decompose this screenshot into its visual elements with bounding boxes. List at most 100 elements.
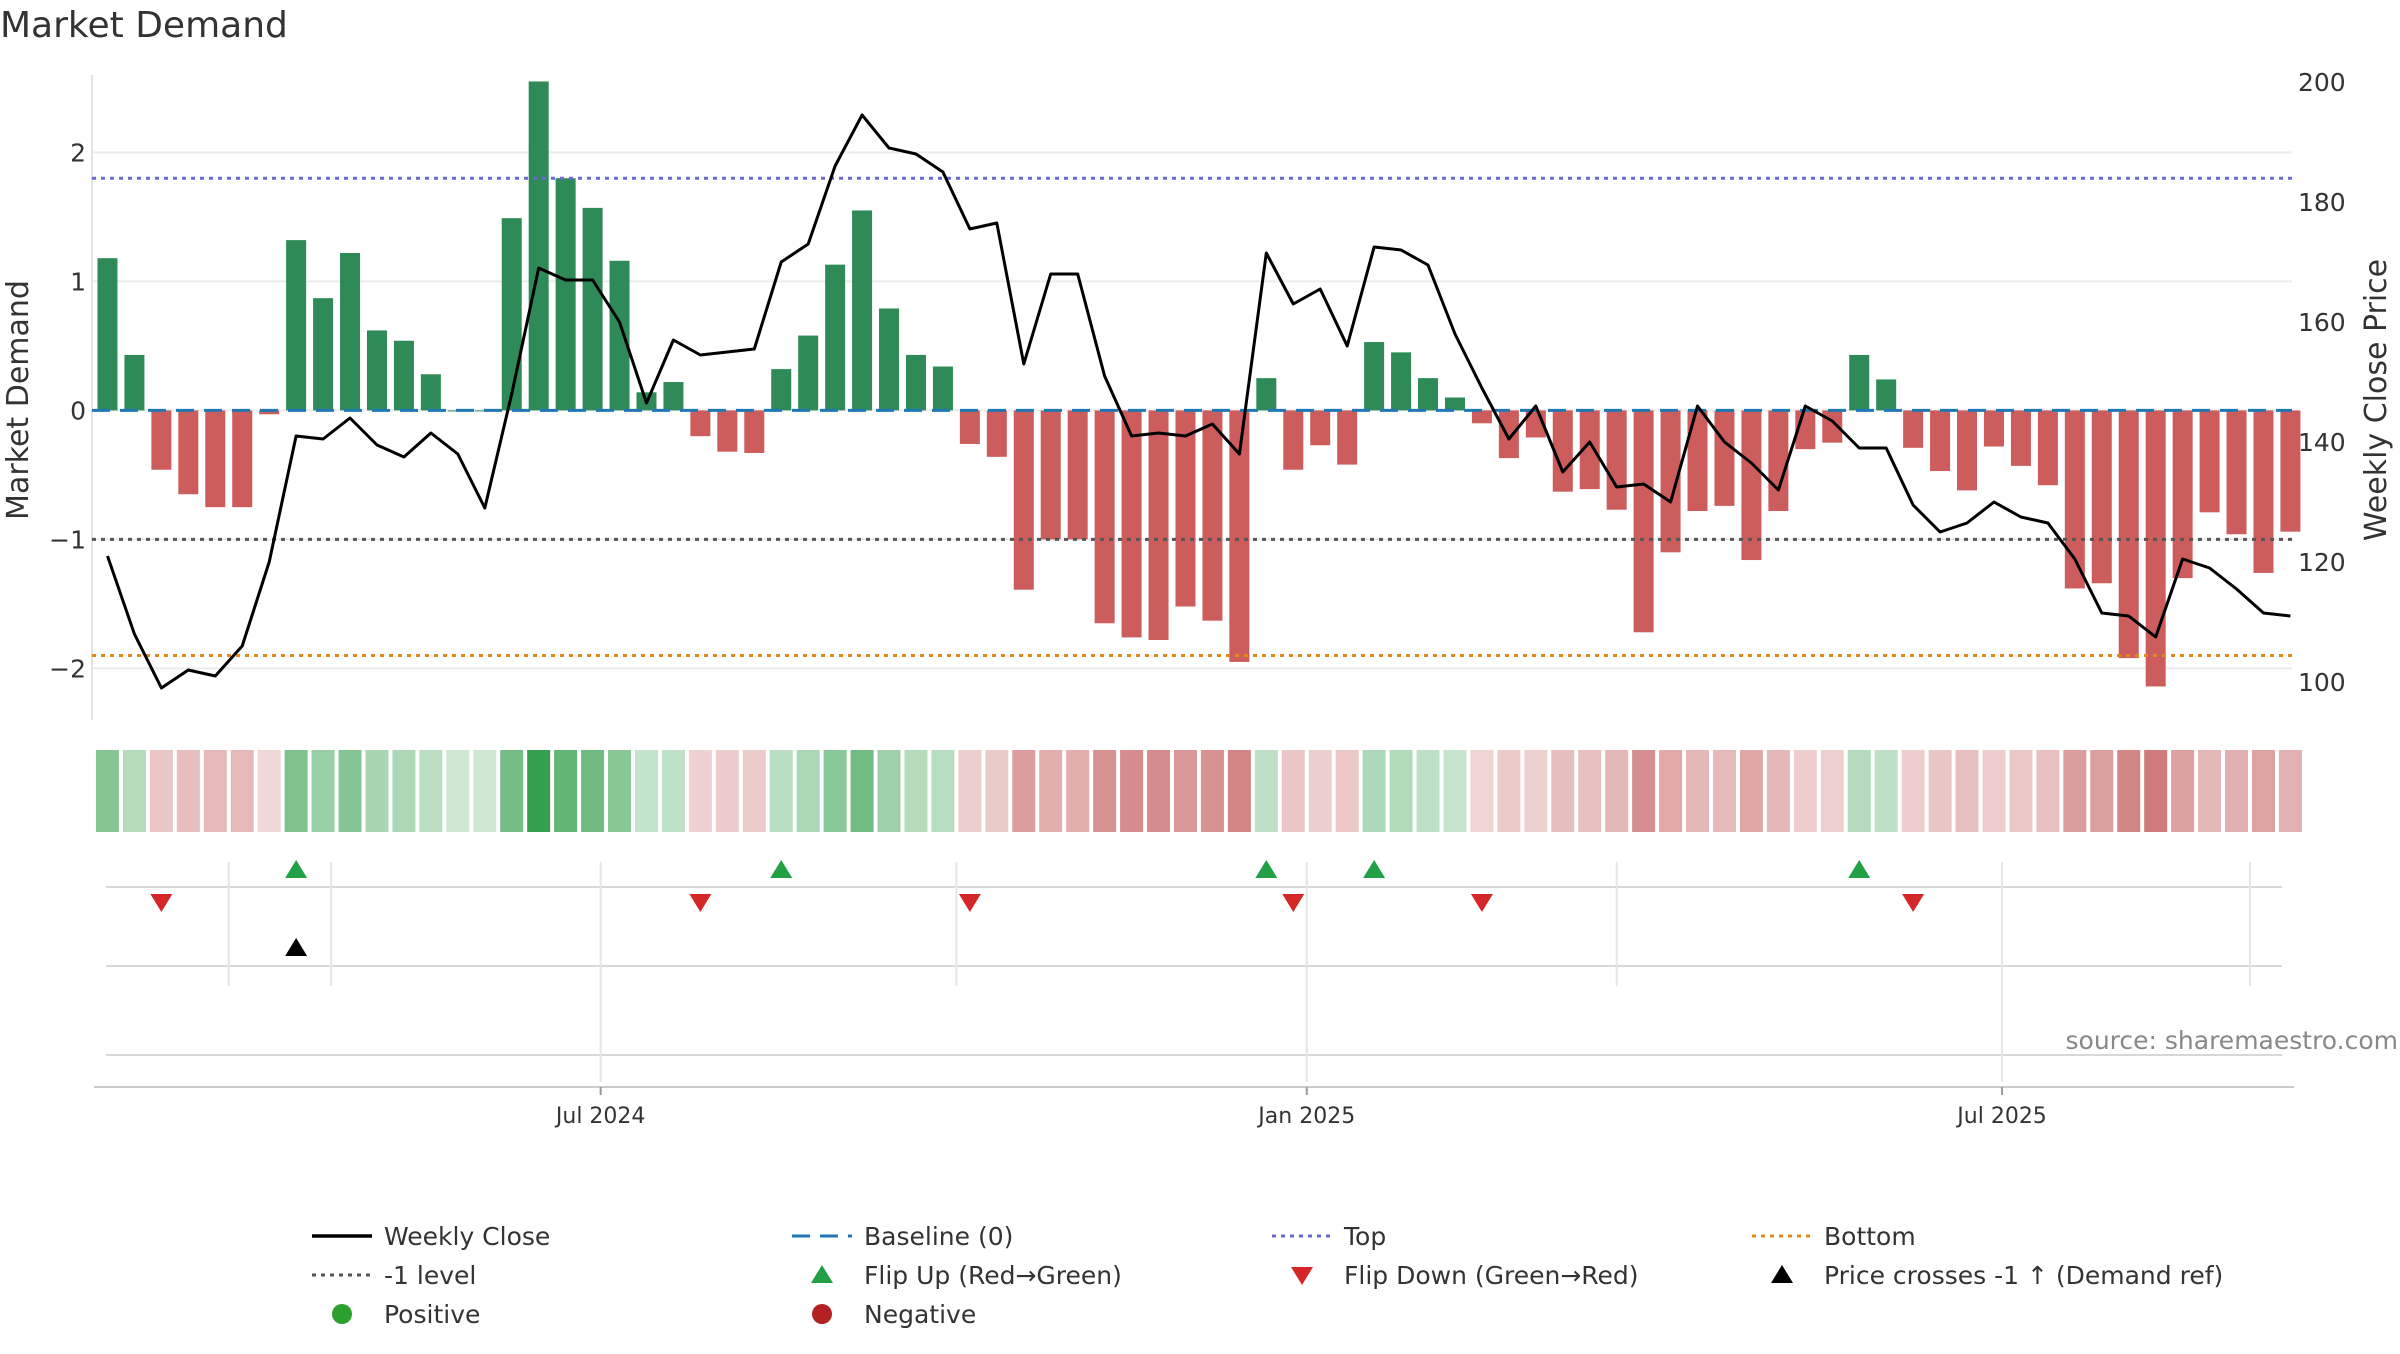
y-axis-label: Market Demand xyxy=(1,280,36,520)
heat-cell xyxy=(1686,750,1710,832)
heat-cell xyxy=(1443,750,1467,832)
x-tick-label: Jan 2025 xyxy=(1256,1104,1355,1129)
heat-cell xyxy=(1847,750,1871,832)
heat-cell xyxy=(365,750,389,832)
legend-item: Bottom xyxy=(1752,1222,1916,1251)
y2-tick-label: 180 xyxy=(2298,188,2346,217)
heat-cell xyxy=(1173,750,1197,832)
demand-bar xyxy=(1229,410,1250,662)
heat-cell xyxy=(1928,750,1952,832)
demand-bar xyxy=(744,410,765,453)
heat-cell xyxy=(257,750,281,832)
heat-cell xyxy=(877,750,901,832)
legend-item: Price crosses -1 ↑ (Demand ref) xyxy=(1771,1261,2223,1290)
heat-cell xyxy=(958,750,982,832)
flip-up-marker xyxy=(770,860,793,878)
heat-cell xyxy=(1416,750,1440,832)
demand-bar xyxy=(528,81,549,411)
heat-cell xyxy=(500,750,524,832)
y2-tick-label: 160 xyxy=(2298,308,2346,337)
heat-cell xyxy=(1901,750,1925,832)
weekly-close-series xyxy=(106,113,2291,690)
demand-bar xyxy=(97,258,118,411)
demand-bar xyxy=(2280,410,2301,532)
flip-down-marker xyxy=(958,894,981,912)
heat-cell xyxy=(904,750,928,832)
demand-bar xyxy=(420,374,441,411)
y2-tick-label: 100 xyxy=(2298,668,2346,697)
heat-cell xyxy=(2063,750,2087,832)
demand-bar xyxy=(1067,410,1088,540)
source-note: source: sharemaestro.com xyxy=(2066,1026,2399,1055)
demand-bar xyxy=(986,410,1007,457)
heat-cell xyxy=(715,750,739,832)
demand-bar xyxy=(1579,410,1600,490)
heat-cell xyxy=(284,750,308,832)
legend: Weekly Close Baseline (0) Top Bottom -1 leve… xyxy=(312,1222,2223,1329)
heat-cell xyxy=(2225,750,2249,832)
legend-label: Bottom xyxy=(1824,1222,1916,1251)
demand-bar xyxy=(852,210,873,411)
y2-tick-label: 140 xyxy=(2298,428,2346,457)
heat-cell xyxy=(122,750,146,832)
demand-bar xyxy=(905,354,926,411)
demand-bar xyxy=(1606,410,1627,510)
demand-bar xyxy=(1444,397,1465,411)
axes: −2 −1 0 1 2 100 120 140 160 180 200 xyxy=(49,68,2346,697)
legend-item: Flip Up (Red→Green) xyxy=(811,1261,1122,1290)
heat-cell xyxy=(176,750,200,832)
heat-cell xyxy=(2198,750,2222,832)
demand-bar xyxy=(2253,410,2274,573)
heat-cell xyxy=(688,750,712,832)
demand-bar xyxy=(2172,410,2193,579)
heat-cell xyxy=(2171,750,2195,832)
flip-down-marker xyxy=(1902,894,1925,912)
demand-bar xyxy=(1256,378,1277,411)
demand-bar xyxy=(1148,410,1169,641)
heat-cell xyxy=(823,750,847,832)
heat-cell xyxy=(1254,750,1278,832)
demand-bar xyxy=(1714,410,1735,506)
heat-cell xyxy=(2278,750,2302,832)
price-cross-marker xyxy=(285,938,308,956)
demand-bar xyxy=(1202,410,1223,621)
heat-cell xyxy=(1739,750,1763,832)
demand-bar xyxy=(959,410,980,444)
demand-bar xyxy=(582,207,603,411)
legend-item: Top xyxy=(1272,1222,1386,1251)
demand-bar xyxy=(1768,410,1789,512)
demand-bar xyxy=(1391,352,1412,411)
demand-bar xyxy=(798,335,819,411)
demand-bar xyxy=(1660,410,1681,553)
demand-bar xyxy=(1957,410,1978,491)
legend-label: Weekly Close xyxy=(384,1222,550,1251)
y-tick-label: 2 xyxy=(70,138,86,167)
demand-bar xyxy=(366,330,387,411)
demand-heat-strip xyxy=(95,750,2302,832)
demand-bar xyxy=(2226,410,2247,535)
heat-cell xyxy=(1389,750,1413,832)
demand-bar xyxy=(2118,410,2139,659)
heat-cell xyxy=(1227,750,1251,832)
legend-item: -1 level xyxy=(312,1261,476,1290)
demand-bar xyxy=(313,298,334,411)
legend-triangle-up-icon xyxy=(811,1265,833,1283)
heat-cell xyxy=(985,750,1009,832)
legend-label: Baseline (0) xyxy=(864,1222,1013,1251)
heat-cell xyxy=(1793,750,1817,832)
x-tick-label: Jul 2024 xyxy=(554,1104,646,1129)
demand-bar xyxy=(1310,410,1331,446)
demand-bar xyxy=(2199,410,2220,513)
heat-cell xyxy=(1093,750,1117,832)
demand-bar xyxy=(1094,410,1115,624)
heat-cell xyxy=(527,750,551,832)
heat-cell xyxy=(661,750,685,832)
heat-cell xyxy=(473,750,497,832)
legend-label: Price crosses -1 ↑ (Demand ref) xyxy=(1824,1261,2223,1290)
demand-bar xyxy=(1418,378,1439,411)
heat-cell xyxy=(1281,750,1305,832)
legend-label: Top xyxy=(1343,1222,1386,1251)
demand-bar xyxy=(1013,410,1034,590)
heat-cell xyxy=(446,750,470,832)
